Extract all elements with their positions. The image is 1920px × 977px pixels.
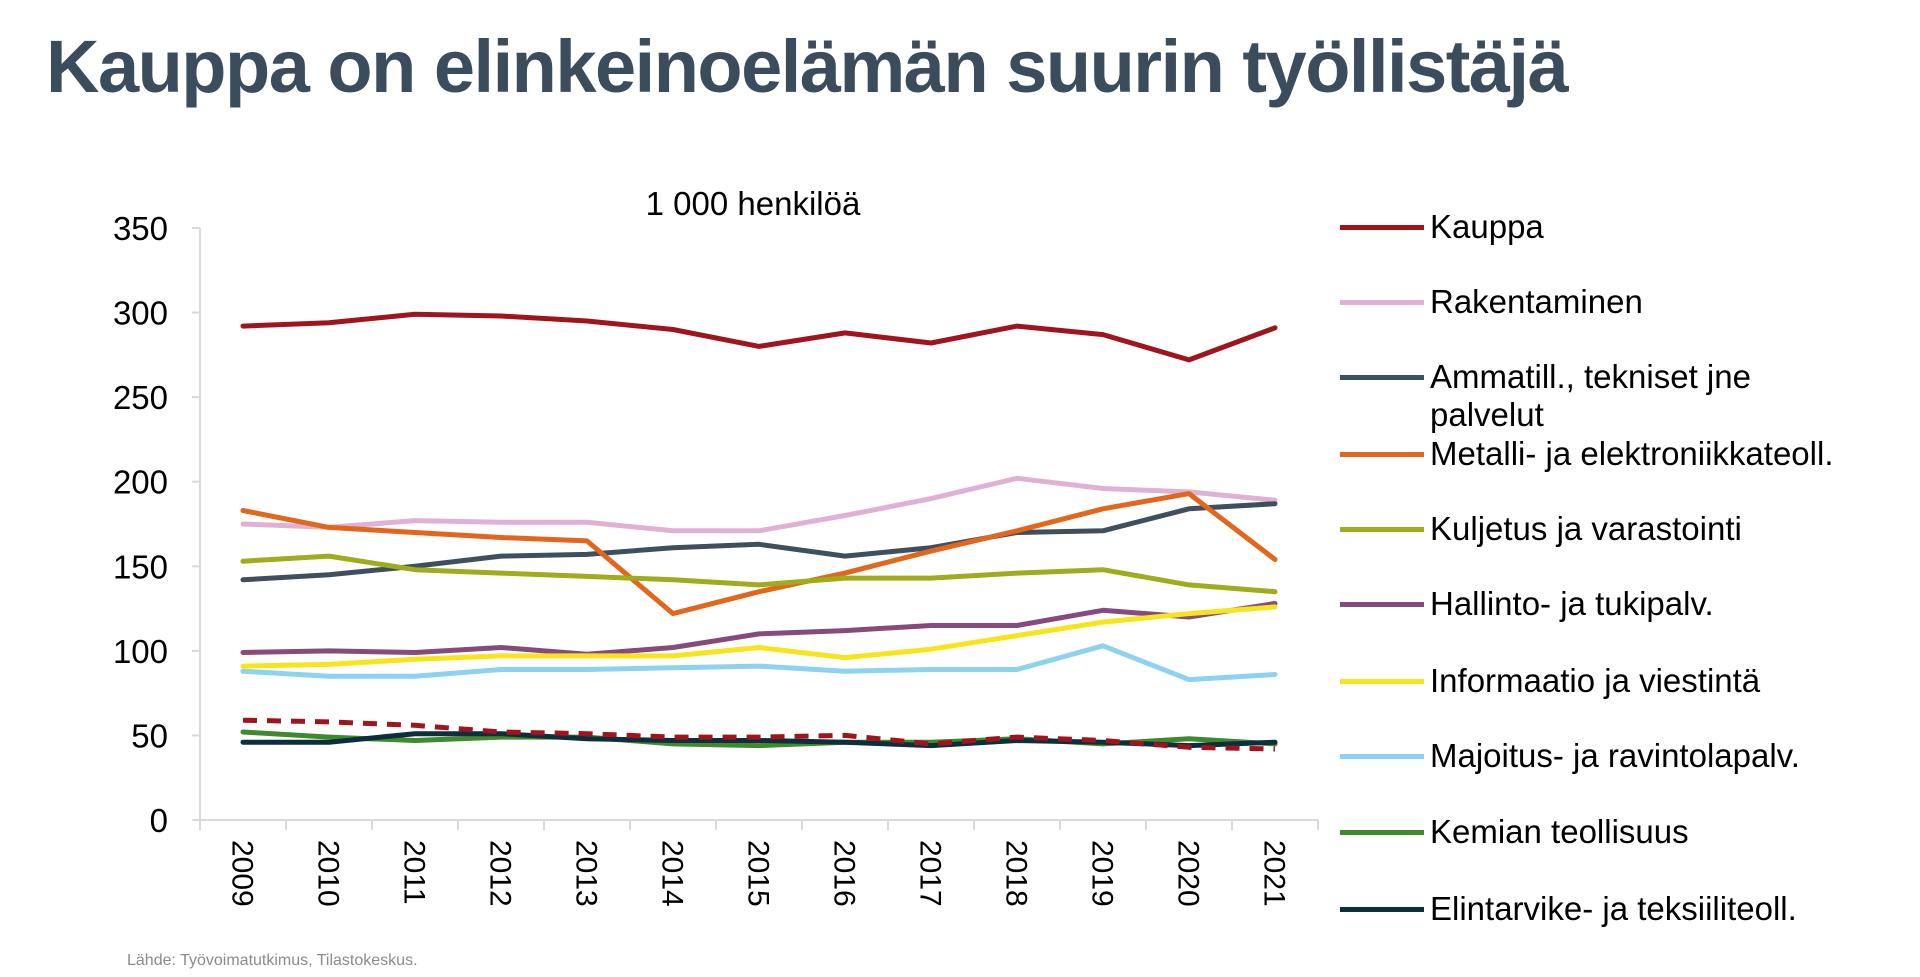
legend-swatch	[1340, 754, 1424, 759]
legend-label: Majoitus- ja ravintolapalv.	[1430, 737, 1800, 774]
x-tick-label: 2021	[1258, 840, 1291, 907]
x-tick-label: 2020	[1172, 840, 1205, 907]
y-tick-label: 50	[131, 717, 168, 754]
legend-swatch	[1340, 830, 1424, 835]
series-line-0	[240, 311, 1278, 363]
x-tick-label: 2010	[312, 840, 345, 907]
legend-label: Rakentaminen	[1430, 283, 1643, 320]
source-note: Lähde: Työvoimatutkimus, Tilastokeskus.	[127, 952, 418, 969]
x-tick-label: 2009	[226, 840, 259, 907]
legend-swatch	[1340, 225, 1424, 230]
x-tick-label: 2014	[656, 840, 689, 907]
series-line-6	[240, 604, 1278, 669]
legend-label: Elintarvike- ja teksiiliteoll.	[1430, 890, 1797, 927]
y-tick-label: 100	[113, 633, 168, 670]
legend-swatch	[1340, 527, 1424, 532]
legend-label: Kemian teollisuus	[1430, 813, 1689, 850]
legend-swatch	[1340, 300, 1424, 305]
legend-swatch	[1340, 375, 1424, 380]
x-tick-label: 2018	[1000, 840, 1033, 907]
y-tick-label: 250	[113, 379, 168, 416]
series-line-9	[240, 731, 1278, 749]
x-tick-label: 2015	[742, 840, 775, 907]
x-tick-label: 2011	[398, 840, 431, 905]
series-line-1	[240, 475, 1278, 534]
series-line-7	[240, 643, 1278, 683]
y-tick-label: 0	[150, 802, 168, 839]
chart-subtitle: 1 000 henkilöä	[646, 185, 861, 222]
legend-swatch	[1340, 907, 1424, 912]
x-tick-label: 2016	[828, 840, 861, 907]
legend-label: Kauppa	[1430, 208, 1544, 245]
slide-title: Kauppa on elinkeinoelämän suurin työllis…	[46, 25, 1569, 108]
series-line-5	[240, 601, 1278, 657]
x-tick-label: 2012	[484, 840, 517, 907]
legend-swatch	[1340, 679, 1424, 684]
chart-axes	[192, 227, 1319, 830]
x-axis-tick-labels: 2009 2010 2011 2012 2013 2014 2015 2016 2017 2018…	[226, 840, 1291, 907]
y-tick-label: 150	[113, 548, 168, 585]
x-tick-label: 2017	[914, 840, 947, 907]
y-tick-label: 300	[113, 295, 168, 332]
y-axis-tick-labels: 0 50 100 150 200 250 300 350	[113, 210, 168, 839]
y-tick-label: 350	[113, 210, 168, 247]
legend-swatch	[1340, 602, 1424, 607]
x-tick-label: 2013	[570, 840, 603, 907]
x-tick-label: 2019	[1086, 840, 1119, 907]
chart-legend: Kauppa Rakentaminen Ammatill., tekniset jn…	[1340, 0, 1900, 977]
series-line-3	[240, 491, 1278, 617]
series-line-10	[242, 717, 1276, 752]
series-line-4	[240, 553, 1278, 595]
legend-label: Hallinto- ja tukipalv.	[1430, 585, 1714, 622]
series-line-2	[240, 501, 1278, 583]
y-tick-label: 200	[113, 464, 168, 501]
chart-series	[240, 311, 1278, 752]
legend-label: Kuljetus ja varastointi	[1430, 510, 1742, 547]
legend-label: Informaatio ja viestintä	[1430, 662, 1761, 699]
legend-label: Ammatill., tekniset jne palvelut	[1430, 358, 1751, 433]
legend-swatch	[1340, 452, 1424, 457]
legend-label: Metalli- ja elektroniikkateoll.	[1430, 435, 1834, 472]
